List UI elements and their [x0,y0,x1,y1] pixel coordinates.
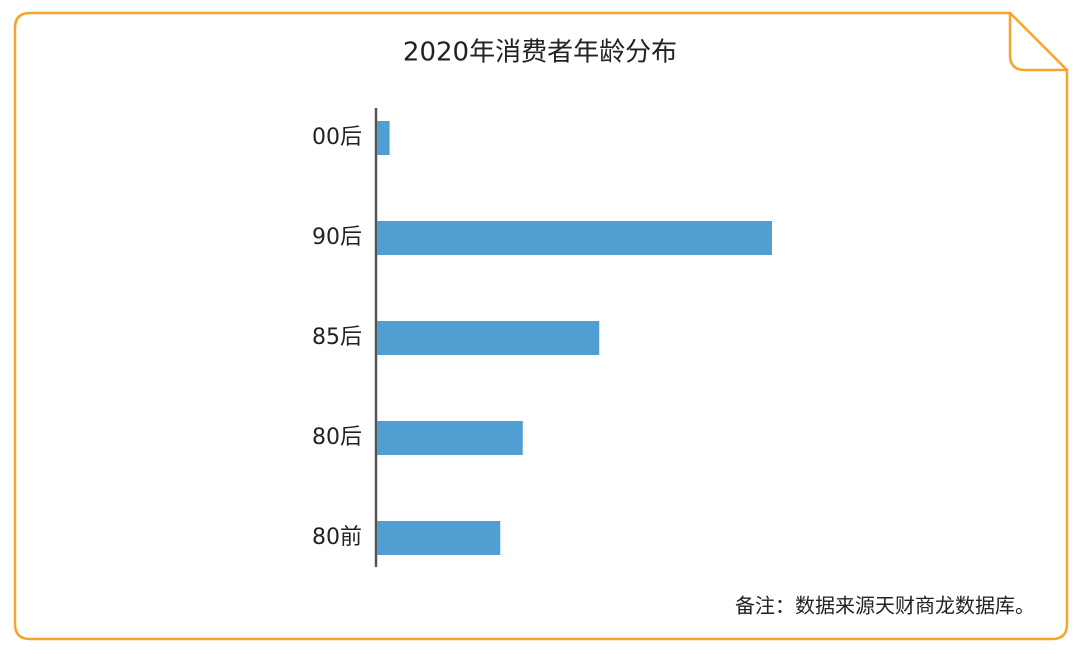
y-tick-label: 80后 [312,425,362,450]
bar [377,121,390,155]
y-tick-label: 80前 [312,525,362,550]
y-tick-label: 85后 [312,325,362,350]
bar [377,421,523,455]
bar [377,521,501,555]
chart-title: 2020年消费者年龄分布 [403,38,677,68]
source-note: 备注：数据来源天财商龙数据库。 [735,594,1035,618]
bar [377,321,600,355]
bar [377,221,772,255]
page-fold [1008,13,1067,72]
y-tick-label: 00后 [312,125,362,150]
y-tick-label: 90后 [312,225,362,250]
